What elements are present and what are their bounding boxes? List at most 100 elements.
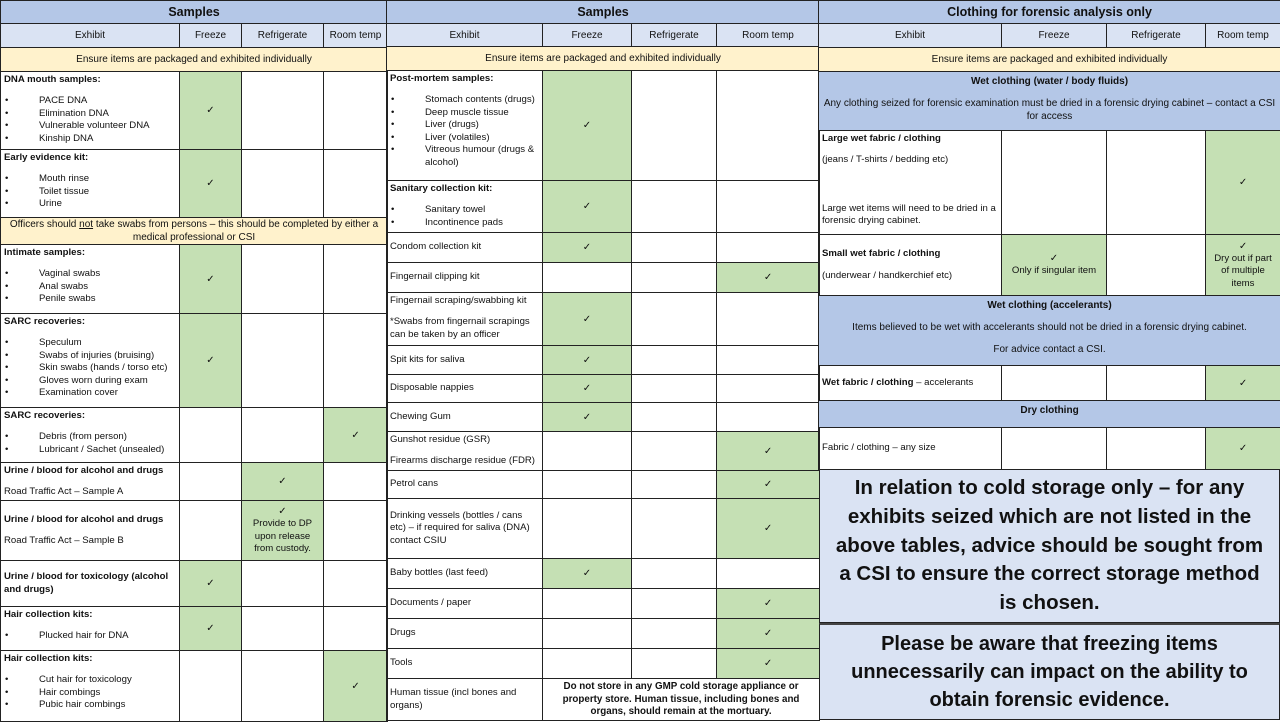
table-row: Disposable nappies✓ [387,375,820,403]
section-header: Wet clothing (accelerants)Items believed… [819,296,1280,366]
notice-banner: Officers should not take swabs from pers… [1,218,388,245]
refrigerate-cell [632,71,717,181]
check-icon: ✓ [245,505,320,518]
section-header: Dry clothing [819,401,1280,428]
table-row: Petrol cans✓ [387,471,820,499]
refrigerate-cell [632,233,717,263]
exhibit-cell: Gunshot residue (GSR) Firearms discharge … [387,432,543,471]
exhibit-cell: Documents / paper [387,589,543,619]
check-icon: ✓ [546,241,628,254]
room-temp-cell: ✓Dry out if part of multiple items [1206,235,1280,296]
refrigerate-cell [242,607,324,651]
exhibit-bullet: Liver (volatiles) [390,132,539,144]
refrigerate-cell [632,346,717,375]
column-header: Room temp [717,24,820,47]
exhibit-text: Fingernail clipping kit [390,271,539,283]
exhibit-cell: Drugs [387,619,543,649]
refrigerate-cell [242,314,324,408]
check-icon: ✓ [1209,240,1277,253]
freeze-cell: ✓ [180,314,242,408]
exhibit-text: Chewing Gum [390,411,539,423]
refrigerate-cell [632,559,717,589]
exhibit-cell: DNA mouth samples:PACE DNAElimination DN… [1,72,180,150]
exhibit-cell: Wet fabric / clothing – accelerants [819,366,1002,401]
section-text: Dry clothing [822,404,1277,417]
refrigerate-cell [632,403,717,432]
refrigerate-cell [632,181,717,233]
text-segment: Wet fabric / clothing [822,377,914,388]
text-segment: – accelerants [914,377,974,388]
exhibit-cell: Small wet fabric / clothing(underwear / … [819,235,1002,296]
room-temp-cell: ✓ [717,589,820,619]
exhibit-text: Road Traffic Act – Sample B [4,535,176,547]
refrigerate-cell [632,375,717,403]
exhibit-bullet: Cut hair for toxicology [4,674,176,686]
table-row: Gunshot residue (GSR) Firearms discharge … [387,432,820,471]
exhibit-heading: Sanitary collection kit: [390,183,539,195]
table-row: Post-mortem samples:Stomach contents (dr… [387,71,820,181]
refrigerate-cell [632,589,717,619]
table-row: Drinking vessels (bottles / cans etc) – … [387,499,820,559]
refrigerate-cell [242,72,324,150]
exhibit-bullet: PACE DNA [4,95,176,107]
room-temp-cell: ✓ [1206,366,1280,401]
section-text: Any clothing seized for forensic examina… [822,97,1277,123]
section-text: For advice contact a CSI. [822,343,1277,356]
freeze-cell: ✓ [543,403,632,432]
check-icon: ✓ [183,354,238,367]
check-icon: ✓ [720,271,816,284]
column-header: Exhibit [387,24,543,47]
room-temp-cell [324,150,388,218]
freeze-cell [543,619,632,649]
freeze-cell: ✓ [543,375,632,403]
exhibit-text: Condom collection kit [390,241,539,253]
exhibit-text: Spit kits for saliva [390,354,539,366]
table-row: Wet fabric / clothing – accelerants ✓ [819,366,1280,401]
check-icon: ✓ [720,657,816,670]
table-title: Clothing for forensic analysis only [819,1,1280,24]
note-row: Officers should not take swabs from pers… [1,218,388,245]
freeze-cell [180,408,242,463]
exhibit-cell: Fingernail scraping/swabbing kit*Swabs f… [387,293,543,346]
exhibit-heading: DNA mouth samples: [4,74,176,86]
room-temp-cell: ✓ [717,263,820,293]
room-temp-cell [717,181,820,233]
notice-text: not [79,219,93,230]
note-row: Ensure items are packaged and exhibited … [819,48,1280,72]
freeze-cell: ✓ [180,607,242,651]
exhibit-text: Firearms discharge residue (FDR) [390,455,539,467]
table-row: Hair collection kits:Cut hair for toxico… [1,651,388,722]
table-row: Tools ✓ [387,649,820,679]
table-row: Large wet fabric / clothing(jeans / T-sh… [819,131,1280,235]
check-icon: ✓ [720,478,816,491]
check-icon: ✓ [1005,252,1103,265]
table-row: SARC recoveries:SpeculumSwabs of injurie… [1,314,388,408]
check-icon: ✓ [546,200,628,213]
freeze-cell: ✓ [180,561,242,607]
exhibit-cell: Chewing Gum [387,403,543,432]
exhibit-text: *Swabs from fingernail scrapings can be … [390,316,539,341]
exhibit-cell: Post-mortem samples:Stomach contents (dr… [387,71,543,181]
refrigerate-cell [632,263,717,293]
exhibit-cell: Hair collection kits:Plucked hair for DN… [1,607,180,651]
notice-text: Ensure items are packaged and exhibited … [76,54,312,65]
exhibit-text: (jeans / T-shirts / bedding etc) [822,154,998,166]
exhibit-cell: Tools [387,649,543,679]
room-temp-cell: ✓ [324,408,388,463]
exhibit-bullet: Speculum [4,337,176,349]
exhibit-heading: Post-mortem samples: [390,73,539,85]
exhibit-heading: SARC recoveries: [4,410,176,422]
room-temp-cell [324,245,388,314]
exhibit-bullet: Anal swabs [4,281,176,293]
freeze-cell: ✓ [543,71,632,181]
exhibit-text: Gunshot residue (GSR) [390,434,539,446]
exhibit-bullet: Examination cover [4,387,176,399]
exhibit-heading: Urine / blood for toxicology (alcohol an… [4,571,176,596]
refrigerate-cell [632,471,717,499]
room-temp-cell: ✓ [324,651,388,722]
exhibit-text: Fabric / clothing – any size [822,442,998,454]
check-icon: ✓ [183,577,238,590]
